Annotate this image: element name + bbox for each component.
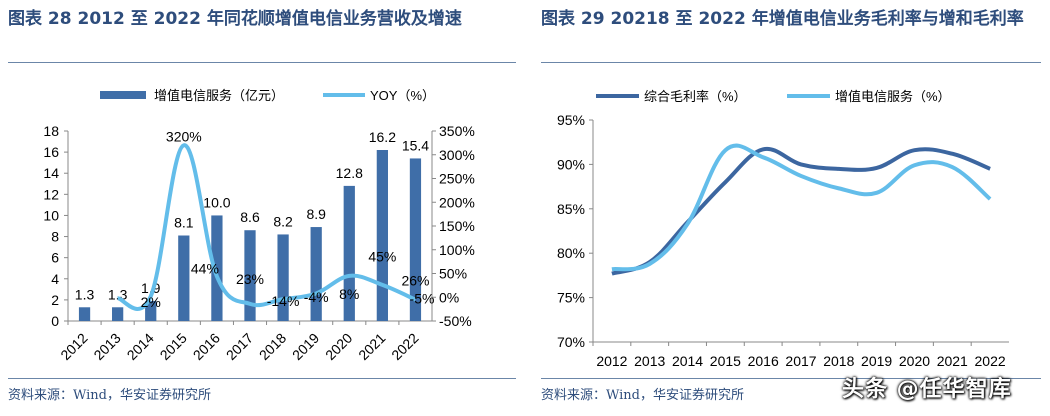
legend-composite-label: 综合毛利率（%） xyxy=(644,89,747,104)
revenue-bar xyxy=(310,227,322,321)
y-tick-label: 70% xyxy=(557,334,585,350)
left-chart-panel: 图表 28 2012 至 2022 年同花顺增值电信业务营收及增速 增值电信服务… xyxy=(8,9,516,403)
revenue-bar xyxy=(277,234,289,321)
x-tick-label: 2014 xyxy=(672,353,703,369)
yoy-point-label: 26% xyxy=(401,272,429,288)
x-tick-label: 2016 xyxy=(748,353,779,369)
revenue-bar-label: 10.0 xyxy=(203,194,230,210)
right-y-tick-label: 350% xyxy=(439,123,475,139)
left-source-rule xyxy=(8,378,516,379)
revenue-bar-label: 8.2 xyxy=(273,213,293,229)
y-tick-label: 85% xyxy=(557,201,585,217)
revenue-bar-label: 15.4 xyxy=(402,137,429,153)
y-tick-label: 80% xyxy=(557,245,585,261)
revenue-bar-label: 8.6 xyxy=(240,209,260,225)
right-source-note: 资料来源：Wind，华安证券研究所 xyxy=(541,388,744,403)
left-y-tick-label: 10 xyxy=(43,207,59,223)
legend-line-label: YOY（%） xyxy=(370,88,435,103)
right-title-rule xyxy=(541,62,1041,63)
right-y-tick-label: 200% xyxy=(439,194,475,210)
left-y-tick-label: 8 xyxy=(51,229,59,245)
left-y-tick-label: 12 xyxy=(43,186,59,202)
right-y-tick-label: 50% xyxy=(439,266,467,282)
yoy-point-label: 45% xyxy=(368,249,396,265)
x-tick-label: 2018 xyxy=(823,353,854,369)
right-y-tick-label: 150% xyxy=(439,218,475,234)
revenue-bar-label: 8.9 xyxy=(306,206,326,222)
left-source-note: 资料来源：Wind，华安证券研究所 xyxy=(8,388,211,403)
yoy-point-label: -14% xyxy=(267,293,300,309)
right-y-tick-label: 250% xyxy=(439,171,475,187)
right-source-rule xyxy=(541,378,1041,379)
revenue-bar xyxy=(178,235,190,321)
gross-margin-chart: 综合毛利率（%） 增值电信服务（%） 70% 75% 80% 85% 90% 95% 2012 2… xyxy=(557,89,1009,369)
x-tick-label: 2013 xyxy=(634,353,665,369)
x-tick-label: 2022 xyxy=(388,330,421,363)
y-tick-label: 90% xyxy=(557,156,585,172)
right-y-tick-label: -50% xyxy=(439,313,472,329)
left-y-tick-label: 16 xyxy=(43,144,59,160)
x-tick-label: 2019 xyxy=(289,330,322,363)
right-chart-title: 图表 29 20218 至 2022 年增值电信业务毛利率与增和毛利率 xyxy=(541,9,1024,29)
revenue-bar xyxy=(78,307,91,321)
revenue-bar-label: 8.1 xyxy=(174,215,194,231)
watermark: 头条 @任华智库 xyxy=(842,377,1012,402)
revenue-bar xyxy=(409,158,422,321)
x-tick-label: 2018 xyxy=(256,330,289,363)
left-title-rule xyxy=(8,62,516,63)
yoy-point-label: 320% xyxy=(166,128,202,144)
revenue-bar xyxy=(211,215,223,321)
yoy-point-label: 2% xyxy=(141,294,161,310)
yoy-point-label: 23% xyxy=(236,271,264,287)
y-tick-label: 75% xyxy=(557,290,585,306)
x-tick-label: 2017 xyxy=(785,353,816,369)
legend-bar-label: 增值电信服务（亿元） xyxy=(154,88,284,103)
composite-margin-line xyxy=(611,146,991,276)
revenue-bar xyxy=(244,230,256,321)
x-tick-label: 2021 xyxy=(355,330,388,363)
x-tick-label: 2013 xyxy=(90,330,123,363)
revenue-bar-label: 1.3 xyxy=(108,286,128,302)
left-y-tick-label: 14 xyxy=(43,165,59,181)
x-tick-label: 2017 xyxy=(223,330,256,363)
yoy-line xyxy=(117,143,417,311)
y-tick-label: 95% xyxy=(557,112,585,128)
x-tick-label: 2016 xyxy=(190,330,223,363)
x-tick-label: 2020 xyxy=(322,330,355,363)
x-tick-label: 2021 xyxy=(937,353,968,369)
x-tick-label: 2012 xyxy=(596,353,627,369)
left-y-tick-label: 2 xyxy=(51,292,59,308)
legend-bar-swatch xyxy=(100,91,146,99)
revenue-bar xyxy=(376,150,388,321)
revenue-bar xyxy=(112,307,124,321)
x-tick-label: 2014 xyxy=(124,330,157,363)
x-tick-label: 2019 xyxy=(861,353,892,369)
left-y-tick-label: 4 xyxy=(51,271,59,287)
x-tick-label: 2015 xyxy=(710,353,741,369)
left-y-tick-label: 6 xyxy=(51,250,59,266)
right-chart-panel: 图表 29 20218 至 2022 年增值电信业务毛利率与增和毛利率 综合毛利… xyxy=(525,0,1050,416)
vas-margin-line xyxy=(611,143,992,272)
revenue-growth-chart: 增值电信服务（亿元） YOY（%） 0 2 4 6 8 10 12 14 16 18 -50% 0% 50%… xyxy=(43,88,475,363)
x-tick-label: 2012 xyxy=(57,330,90,363)
yoy-point-label: -4% xyxy=(304,289,329,305)
revenue-bar-label: 16.2 xyxy=(369,129,396,145)
yoy-point-label: 44% xyxy=(191,261,219,277)
right-y-tick-label: 300% xyxy=(439,147,475,163)
legend-vas-label: 增值电信服务（%） xyxy=(835,89,951,104)
x-tick-label: 2020 xyxy=(899,353,930,369)
left-y-tick-label: 18 xyxy=(43,123,59,139)
revenue-bar xyxy=(145,300,157,321)
yoy-point-label: -5% xyxy=(410,291,435,307)
yoy-point-label: 8% xyxy=(339,286,359,302)
revenue-bar-label: 12.8 xyxy=(336,165,363,181)
revenue-bar-label: 1.3 xyxy=(75,286,95,302)
right-y-tick-label: 0% xyxy=(439,289,459,305)
revenue-bar xyxy=(343,185,355,321)
left-chart-title: 图表 28 2012 至 2022 年同花顺增值电信业务营收及增速 xyxy=(8,9,462,29)
right-y-tick-label: 100% xyxy=(439,242,475,258)
x-tick-label: 2015 xyxy=(157,330,190,363)
left-y-tick-label: 0 xyxy=(51,313,59,329)
x-tick-label: 2022 xyxy=(975,353,1006,369)
